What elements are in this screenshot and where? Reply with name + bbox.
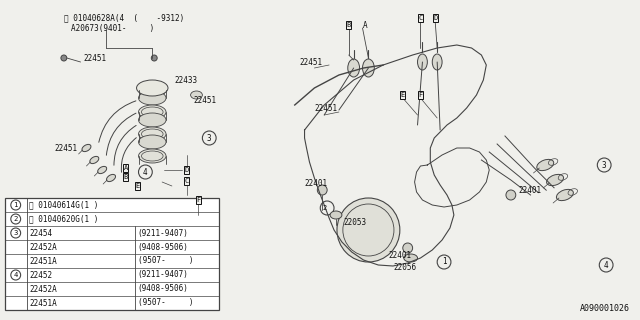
Text: 1: 1 xyxy=(13,202,18,208)
Text: 3: 3 xyxy=(13,230,18,236)
Ellipse shape xyxy=(98,166,107,174)
Ellipse shape xyxy=(90,156,99,164)
Text: 1: 1 xyxy=(442,258,446,267)
Ellipse shape xyxy=(432,54,442,70)
Circle shape xyxy=(506,190,516,200)
Ellipse shape xyxy=(362,59,374,77)
Text: 22451: 22451 xyxy=(193,95,217,105)
Text: A: A xyxy=(362,20,367,29)
Text: Ⓑ 01040620G(1 ): Ⓑ 01040620G(1 ) xyxy=(29,214,99,223)
Ellipse shape xyxy=(136,80,168,96)
Text: A090001026: A090001026 xyxy=(580,304,630,313)
Text: 22053: 22053 xyxy=(344,218,367,227)
Text: E: E xyxy=(401,92,405,98)
Text: D: D xyxy=(433,15,437,21)
Text: 22454: 22454 xyxy=(29,228,52,237)
Text: 22451: 22451 xyxy=(314,103,337,113)
Text: (9408-9506): (9408-9506) xyxy=(138,243,188,252)
Text: 2: 2 xyxy=(13,216,18,222)
Ellipse shape xyxy=(348,59,360,77)
Text: Ⓑ 01040614G(1 ): Ⓑ 01040614G(1 ) xyxy=(29,201,99,210)
Text: 22451: 22451 xyxy=(54,143,77,153)
Ellipse shape xyxy=(547,174,564,186)
Text: 22451A: 22451A xyxy=(29,299,57,308)
Ellipse shape xyxy=(138,135,166,149)
Ellipse shape xyxy=(417,54,428,70)
Text: (9211-9407): (9211-9407) xyxy=(138,228,188,237)
Ellipse shape xyxy=(138,113,166,127)
Text: (9507-     ): (9507- ) xyxy=(138,257,193,266)
Ellipse shape xyxy=(138,127,166,141)
Ellipse shape xyxy=(537,159,554,171)
Text: 22401: 22401 xyxy=(518,186,542,195)
Text: F: F xyxy=(419,92,422,98)
Bar xyxy=(5,198,219,310)
Ellipse shape xyxy=(138,91,166,105)
Text: 22433: 22433 xyxy=(175,76,198,84)
Circle shape xyxy=(337,198,400,262)
Ellipse shape xyxy=(138,105,166,119)
Text: B: B xyxy=(124,174,128,180)
Ellipse shape xyxy=(404,254,417,262)
Text: 3: 3 xyxy=(602,161,607,170)
Text: 22452A: 22452A xyxy=(29,243,57,252)
Text: (9507-     ): (9507- ) xyxy=(138,299,193,308)
Ellipse shape xyxy=(138,149,166,163)
Text: Ⓑ 01040628A(4  (    -9312): Ⓑ 01040628A(4 ( -9312) xyxy=(64,13,184,22)
Text: 4: 4 xyxy=(13,272,18,278)
Text: 22401: 22401 xyxy=(305,179,328,188)
Text: 4: 4 xyxy=(604,260,609,269)
Text: E: E xyxy=(136,183,140,189)
Text: 22401: 22401 xyxy=(388,251,411,260)
Text: 22451: 22451 xyxy=(300,58,323,67)
Circle shape xyxy=(61,55,67,61)
Text: 22452: 22452 xyxy=(29,270,52,279)
Text: A20673(9401-     ): A20673(9401- ) xyxy=(71,23,154,33)
Text: 22451: 22451 xyxy=(83,53,107,62)
Text: D: D xyxy=(184,167,189,173)
Text: 4: 4 xyxy=(143,167,148,177)
Ellipse shape xyxy=(138,83,166,97)
Circle shape xyxy=(151,55,157,61)
Text: B: B xyxy=(347,22,351,28)
Circle shape xyxy=(317,185,327,195)
Ellipse shape xyxy=(330,211,342,219)
Text: 3: 3 xyxy=(207,133,212,142)
Text: 22451A: 22451A xyxy=(29,257,57,266)
Circle shape xyxy=(403,243,413,253)
Text: (9408-9506): (9408-9506) xyxy=(138,284,188,293)
Ellipse shape xyxy=(82,144,91,152)
Text: C: C xyxy=(419,15,422,21)
Text: (9211-9407): (9211-9407) xyxy=(138,270,188,279)
Text: A: A xyxy=(124,165,128,171)
Ellipse shape xyxy=(106,174,115,182)
Ellipse shape xyxy=(556,189,573,201)
Ellipse shape xyxy=(191,91,202,99)
Text: 22452A: 22452A xyxy=(29,284,57,293)
Text: 22056: 22056 xyxy=(393,262,416,271)
Text: 2: 2 xyxy=(322,205,326,211)
Text: F: F xyxy=(196,197,200,203)
Text: C: C xyxy=(184,178,189,184)
